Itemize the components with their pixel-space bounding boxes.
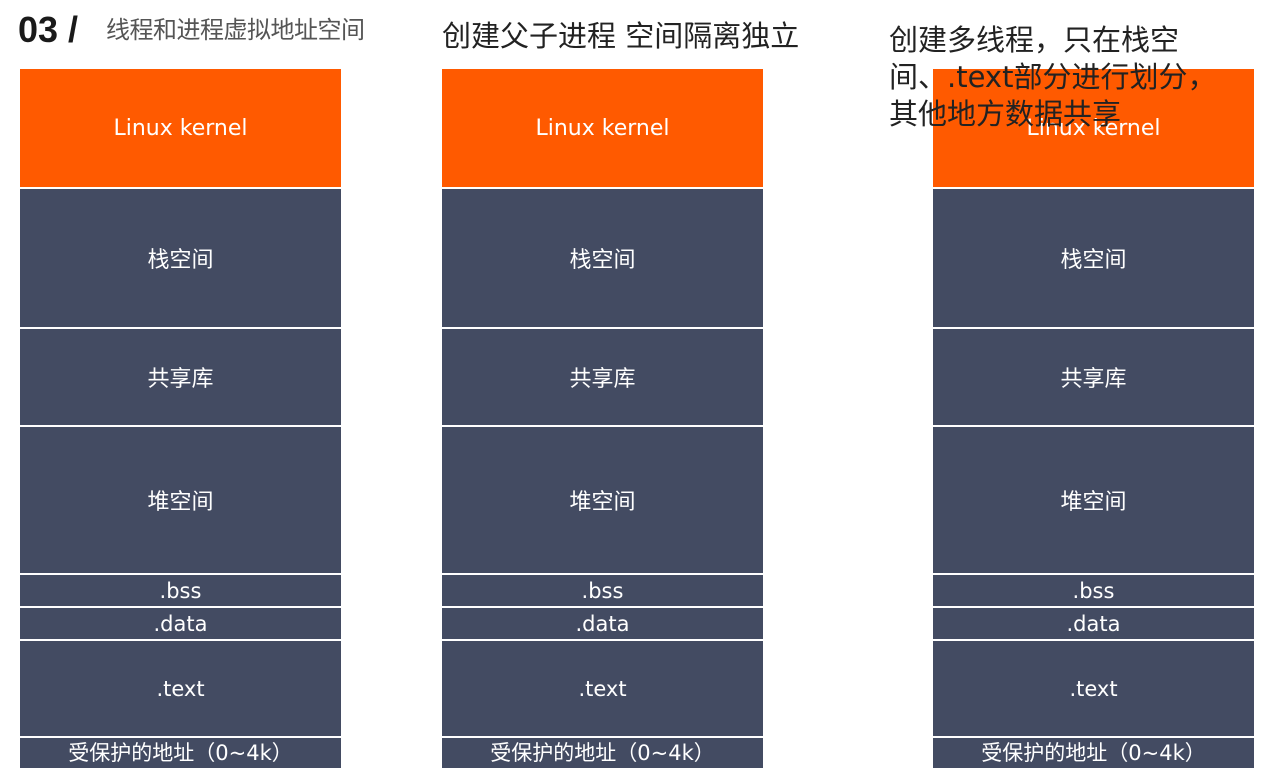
segment-text: .text — [20, 639, 341, 736]
segment-stack: 栈空间 — [442, 187, 763, 327]
caption-fork-process: 创建父子进程 空间隔离独立 — [442, 19, 800, 53]
segment-bss: .bss — [20, 573, 341, 606]
caption-multi-thread: 创建多线程，只在栈空间、.text部分进行划分，其他地方数据共享 — [889, 23, 1217, 131]
segment-heap: 堆空间 — [933, 425, 1254, 573]
segment-kernel: Linux kernel — [442, 69, 763, 187]
segment-heap: 堆空间 — [20, 425, 341, 573]
segment-kernel: Linux kernel — [933, 69, 1254, 187]
segment-protected: 受保护的地址（0~4k） — [442, 736, 763, 768]
segment-shared-lib: 共享库 — [442, 327, 763, 425]
segment-protected: 受保护的地址（0~4k） — [20, 736, 341, 768]
section-title: 线程和进程虚拟地址空间 — [106, 16, 365, 44]
segment-data: .data — [20, 606, 341, 639]
segment-heap: 堆空间 — [442, 425, 763, 573]
segment-stack: 栈空间 — [20, 187, 341, 327]
segment-text: .text — [933, 639, 1254, 736]
segment-data: .data — [933, 606, 1254, 639]
segment-protected: 受保护的地址（0~4k） — [933, 736, 1254, 768]
segment-bss: .bss — [933, 573, 1254, 606]
segment-bss: .bss — [442, 573, 763, 606]
segment-kernel: Linux kernel — [20, 69, 341, 187]
segment-text: .text — [442, 639, 763, 736]
page-number: 03 / — [18, 9, 79, 50]
segment-shared-lib: 共享库 — [20, 327, 341, 425]
segment-shared-lib: 共享库 — [933, 327, 1254, 425]
address-space-column-2: Linux kernel 栈空间 共享库 堆空间 .bss .data .tex… — [442, 69, 763, 768]
address-space-column-3: Linux kernel 栈空间 共享库 堆空间 .bss .data .tex… — [933, 69, 1254, 768]
segment-stack: 栈空间 — [933, 187, 1254, 327]
segment-data: .data — [442, 606, 763, 639]
address-space-column-1: Linux kernel 栈空间 共享库 堆空间 .bss .data .tex… — [20, 69, 341, 768]
